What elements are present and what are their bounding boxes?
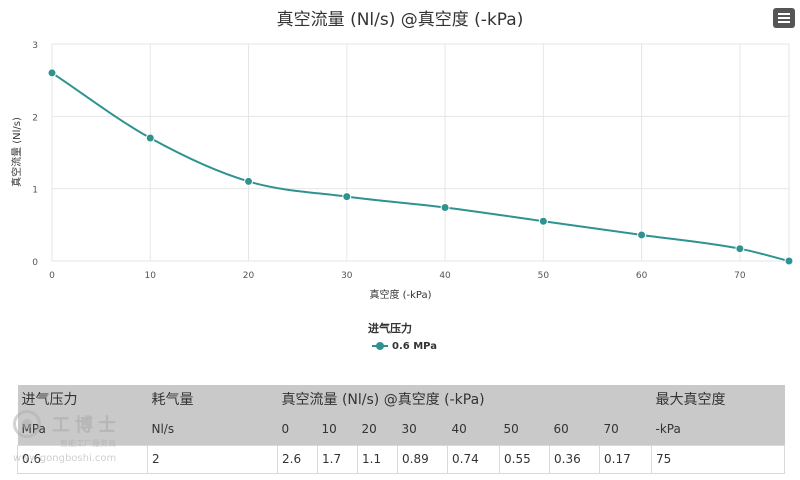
data-table: 进气压力 耗气量 真空流量 (Nl/s) @真空度 (-kPa) 最大真空度 M…: [17, 385, 785, 474]
legend-item-0.6mpa[interactable]: 0.6 MPa: [372, 340, 437, 352]
header-flow: 真空流量 (Nl/s) @真空度 (-kPa): [277, 385, 652, 413]
cell-max-vacuum: 75: [651, 444, 785, 474]
cell-pressure: 0.6: [17, 444, 148, 474]
watermark-logo-icon: [13, 410, 41, 438]
table-row: 0.6 2 2.6 1.7 1.1 0.89 0.74 0.55 0.36 0.…: [17, 444, 785, 474]
data-point: [145, 133, 155, 143]
data-point: [735, 244, 745, 254]
legend-title: 进气压力: [368, 322, 412, 335]
cell-flow: 0.89: [397, 444, 448, 474]
unit-max-vacuum: -kPa: [651, 413, 785, 445]
cell-flow: 2.6: [277, 444, 318, 474]
unit-vacuum-level: 10: [317, 413, 358, 445]
cell-flow: 0.36: [549, 444, 600, 474]
cell-flow: 1.7: [317, 444, 358, 474]
legend-symbol: [372, 340, 388, 352]
watermark-subtitle: 智能工厂服务商: [60, 439, 116, 448]
unit-vacuum-level: 30: [397, 413, 448, 445]
x-tick-label: 0: [49, 271, 55, 281]
unit-vacuum-level: 0: [277, 413, 318, 445]
unit-vacuum-level: 60: [549, 413, 600, 445]
x-tick-label: 50: [538, 271, 550, 281]
x-tick-label: 30: [341, 271, 353, 281]
data-point: [538, 216, 548, 226]
watermark: 工博士 智能工厂服务商 www.gongboshi.com: [8, 408, 158, 468]
data-point: [637, 230, 647, 240]
cell-consumption: 2: [147, 444, 278, 474]
x-axis-title: 真空度 (-kPa): [369, 288, 431, 301]
y-tick-label: 2: [32, 113, 38, 123]
x-tick-label: 70: [734, 271, 746, 281]
data-point: [342, 192, 352, 202]
data-point: [47, 68, 57, 78]
x-tick-label: 40: [439, 271, 451, 281]
legend-label: 0.6 MPa: [392, 340, 437, 352]
y-axis-title: 真空流量 (Nl/s): [10, 117, 23, 187]
chart-gridlines: [51, 43, 790, 262]
unit-consumption: Nl/s: [147, 413, 278, 445]
y-tick-label: 0: [32, 258, 38, 268]
header-max-vacuum: 最大真空度: [651, 385, 785, 413]
header-pressure: 进气压力: [17, 385, 148, 413]
data-point: [784, 256, 794, 266]
hamburger-menu-icon[interactable]: [773, 8, 795, 28]
series-points: [47, 68, 794, 266]
table-header-row: 进气压力 耗气量 真空流量 (Nl/s) @真空度 (-kPa) 最大真空度: [17, 385, 785, 413]
cell-flow: 0.17: [599, 444, 652, 474]
unit-vacuum-level: 40: [447, 413, 500, 445]
cell-flow: 0.74: [447, 444, 500, 474]
table-units-row: MPa Nl/s 0 10 20 30 40 50 60 70 -kPa: [17, 413, 785, 445]
x-tick-label: 60: [636, 271, 648, 281]
watermark-url: www.gongboshi.com: [13, 453, 117, 464]
cell-flow: 1.1: [357, 444, 398, 474]
y-tick-label: 3: [32, 41, 38, 51]
header-consumption: 耗气量: [147, 385, 278, 413]
data-point: [440, 202, 450, 212]
series-line-0.6mpa: [51, 72, 790, 262]
y-tick-label: 1: [32, 186, 38, 196]
chart-title: 真空流量 (Nl/s) @真空度 (-kPa): [276, 10, 524, 30]
unit-vacuum-level: 70: [599, 413, 652, 445]
unit-vacuum-level: 50: [499, 413, 550, 445]
x-tick-label: 20: [243, 271, 255, 281]
watermark-name: 工博士: [52, 415, 121, 436]
unit-vacuum-level: 20: [357, 413, 398, 445]
cell-flow: 0.55: [499, 444, 550, 474]
x-tick-label: 10: [145, 271, 157, 281]
data-point: [244, 176, 254, 186]
